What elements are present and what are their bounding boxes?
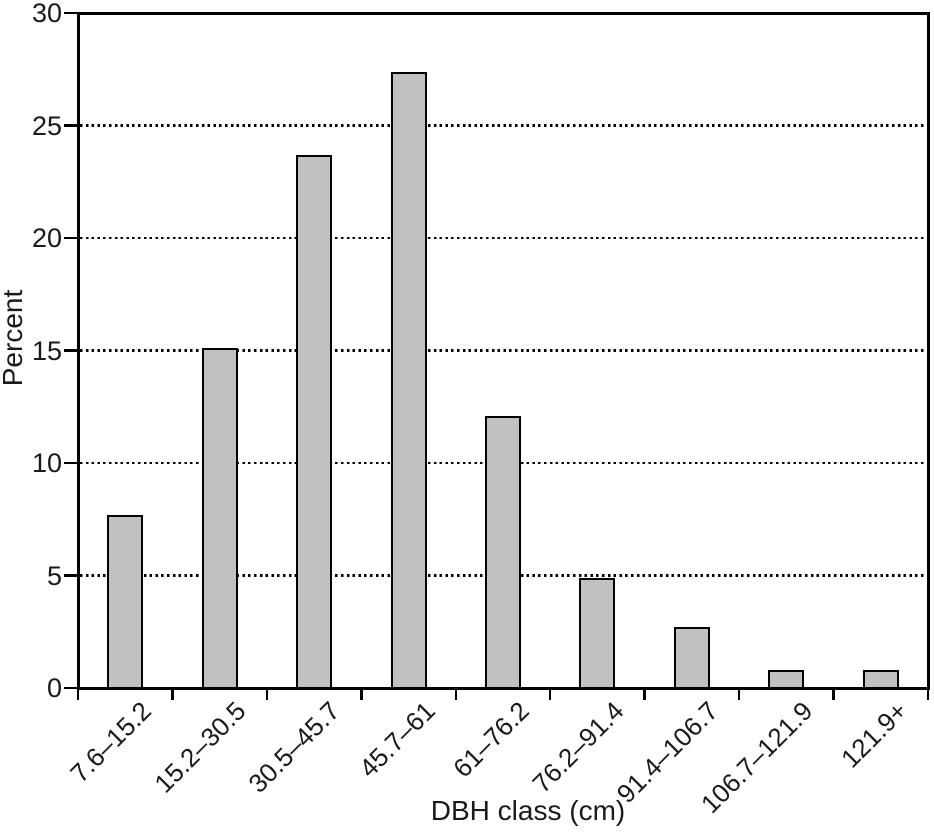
x-tick [454,689,458,700]
y-axis-title: Percent [0,289,28,387]
y-tick-label: 30 [31,0,62,28]
y-tick-label: 10 [31,448,62,478]
x-tick [265,689,269,700]
y-tick-label: 20 [31,223,62,253]
y-tick [63,11,77,15]
x-tick [548,689,552,700]
x-tick-label: 121.9+ [834,695,913,774]
x-tick [643,689,646,700]
y-tick [63,574,77,577]
x-tick [832,689,835,700]
x-tick [737,689,741,700]
gridline [79,349,927,352]
x-tick [360,689,363,700]
y-tick [63,236,77,240]
y-tick [63,686,77,690]
bar [107,514,144,687]
x-tick-label: 15.2–30.5 [148,695,252,799]
gridline [79,124,927,127]
bar [862,670,899,687]
y-tick-label: 0 [46,673,62,703]
x-tick [926,689,930,700]
bar [579,577,616,687]
gridline [79,236,927,240]
bar [296,154,333,687]
x-tick-label: 76.2–91.4 [526,695,630,799]
bar [390,71,427,687]
bar [768,670,805,687]
x-tick [76,689,80,700]
x-tick-label: 7.6–15.2 [64,695,158,789]
bar [673,627,710,687]
y-tick [63,124,77,127]
bar [485,415,521,687]
y-tick-label: 25 [31,110,62,141]
y-tick [63,461,77,465]
x-axis-title: DBH class (cm) [430,795,626,826]
x-tick-label: 30.5–45.7 [242,695,346,799]
x-tick-label: 61–76.2 [447,695,535,784]
x-tick [171,689,174,700]
bar [201,348,238,687]
y-tick-label: 5 [46,560,62,591]
x-tick-label: 45.7–61 [352,695,441,784]
y-tick-label: 15 [31,335,62,366]
y-tick [63,349,77,352]
